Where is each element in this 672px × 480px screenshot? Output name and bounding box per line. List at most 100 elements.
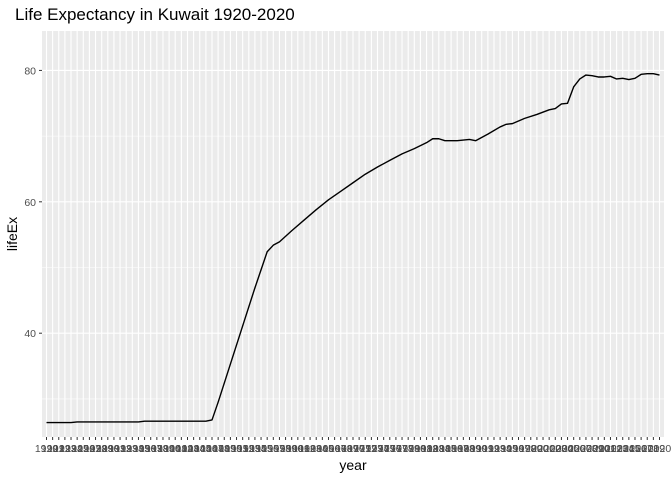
x-tick-label: 1991 [470, 443, 494, 455]
x-tick-label: 1981 [409, 443, 433, 455]
x-tick-label: 2000 [525, 443, 549, 455]
x-tick-label: 1973 [360, 443, 384, 455]
x-tick-label: 1931 [102, 443, 126, 455]
y-axis-ticks: 40 60 80 [24, 65, 42, 340]
x-tick-label: 1961 [286, 443, 310, 455]
x-tick-label: 1933 [115, 443, 139, 455]
x-tick-label: 1954 [243, 443, 267, 455]
x-tick-label: 2011 [593, 443, 616, 455]
x-tick-label: 1979 [396, 443, 420, 455]
x-tick-label: 1945 [188, 443, 212, 455]
x-tick-label: 1963 [298, 443, 322, 455]
x-tick-label: 2014 [611, 443, 635, 455]
x-tick-label: 1986 [439, 443, 463, 455]
x-tick-label: 1935 [127, 443, 151, 455]
x-tick-label: 1968 [329, 443, 353, 455]
x-tick-label: 1983 [421, 443, 445, 455]
x-tick-label: 1943 [176, 443, 200, 455]
x-tick-label: 2015 [617, 443, 641, 455]
x-tick-label: 1980 [403, 443, 427, 455]
x-tick-label: 1949 [213, 443, 237, 455]
x-tick-label: 1921 [41, 443, 65, 455]
x-tick-label: 1965 [311, 443, 335, 455]
y-tick-label: 40 [24, 328, 36, 340]
x-tick-label: 2018 [636, 443, 660, 455]
x-tick-label: 1992 [476, 443, 500, 455]
x-tick-label: 1946 [194, 443, 218, 455]
y-tick-label: 60 [24, 197, 36, 209]
x-tick-label: 1978 [390, 443, 414, 455]
major-gridlines [42, 31, 664, 437]
x-tick-label: 1925 [65, 443, 89, 455]
chart-title: Life Expectancy in Kuwait 1920-2020 [15, 5, 295, 24]
x-tick-label: 2002 [537, 443, 561, 455]
x-tick-label: 1942 [170, 443, 194, 455]
x-tick-label: 1956 [256, 443, 280, 455]
x-tick-label: 1953 [237, 443, 261, 455]
x-tick-label: 1962 [292, 443, 316, 455]
x-tick-label: 1958 [268, 443, 292, 455]
x-tick-label: 1974 [366, 443, 390, 455]
x-tick-label: 1976 [378, 443, 402, 455]
x-tick-label: 1947 [200, 443, 224, 455]
x-tick-label: 1972 [354, 443, 378, 455]
x-tick-label: 1924 [59, 443, 83, 455]
x-tick-label: 1923 [53, 443, 77, 455]
x-tick-label: 2008 [574, 443, 598, 455]
x-tick-label: 2013 [605, 443, 629, 455]
x-tick-label: 1941 [164, 443, 188, 455]
x-axis-title: year [339, 457, 367, 473]
x-tick-label: 1987 [446, 443, 470, 455]
x-tick-label: 1930 [96, 443, 120, 455]
x-tick-label: 1990 [464, 443, 488, 455]
x-tick-label: 1975 [372, 443, 396, 455]
x-axis-ticks: 1920192119221923192419251926192719281929… [35, 437, 671, 455]
x-tick-label: 1939 [151, 443, 175, 455]
x-tick-label: 1922 [47, 443, 71, 455]
series-line [46, 73, 660, 424]
x-tick-label: 1938 [145, 443, 169, 455]
x-tick-label: 1934 [121, 443, 145, 455]
x-tick-label: 1966 [317, 443, 341, 455]
x-tick-label: 1928 [84, 443, 108, 455]
x-tick-label: 1982 [415, 443, 439, 455]
x-tick-label: 2009 [580, 443, 604, 455]
x-tick-label: 1985 [433, 443, 457, 455]
x-tick-label: 1955 [249, 443, 273, 455]
x-tick-label: 1929 [90, 443, 114, 455]
x-tick-label: 2004 [550, 443, 574, 455]
x-tick-label: 1937 [139, 443, 163, 455]
x-tick-label: 1970 [341, 443, 365, 455]
x-tick-label: 1927 [78, 443, 102, 455]
x-tick-label: 1959 [274, 443, 298, 455]
x-tick-label: 1950 [219, 443, 243, 455]
x-tick-label: 2017 [629, 443, 653, 455]
x-tick-label: 1926 [72, 443, 96, 455]
x-tick-label: 1999 [519, 443, 543, 455]
x-tick-label: 1989 [458, 443, 482, 455]
x-tick-label: 2007 [568, 443, 592, 455]
x-tick-label: 1964 [305, 443, 329, 455]
x-tick-label: 1988 [452, 443, 476, 455]
x-tick-label: 2010 [587, 443, 611, 455]
x-tick-label: 1994 [488, 443, 512, 455]
x-tick-label: 1984 [427, 443, 451, 455]
x-tick-label: 1996 [501, 443, 525, 455]
x-tick-label: 1920 [35, 443, 59, 455]
x-tick-label: 1936 [133, 443, 157, 455]
x-tick-label: 2006 [562, 443, 586, 455]
x-tick-label: 1997 [507, 443, 531, 455]
x-tick-label: 1971 [347, 443, 371, 455]
y-axis-title: lifeEx [4, 217, 20, 251]
x-tick-label: 1960 [280, 443, 304, 455]
x-tick-label: 2003 [544, 443, 568, 455]
x-tick-label: 2001 [531, 443, 555, 455]
x-tick-label: 1932 [108, 443, 132, 455]
x-tick-label: 1993 [482, 443, 506, 455]
x-tick-label: 1944 [182, 443, 206, 455]
x-tick-label: 1998 [513, 443, 537, 455]
x-tick-label: 1948 [206, 443, 230, 455]
x-tick-label: 2019 [642, 443, 666, 455]
x-tick-label: 2016 [623, 443, 647, 455]
